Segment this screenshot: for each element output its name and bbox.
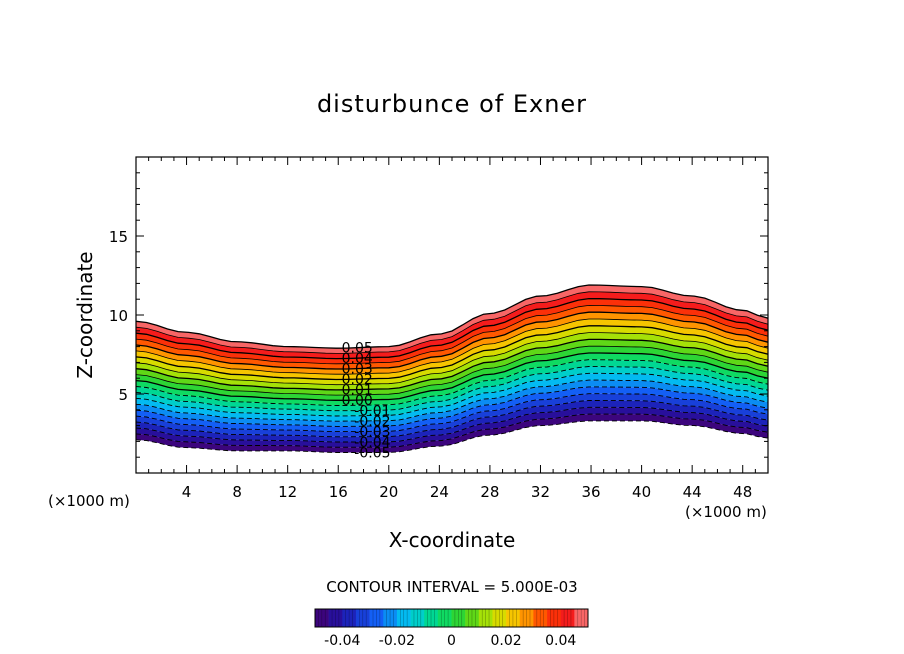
colorbar-segment bbox=[547, 609, 561, 627]
contour-label: 0.01 bbox=[342, 383, 373, 399]
contour-label: 0.00 bbox=[342, 393, 373, 409]
x-tick-label: 40 bbox=[632, 483, 651, 501]
colorbar-segment bbox=[560, 609, 575, 627]
contour-line bbox=[136, 406, 768, 443]
contour-line bbox=[136, 352, 768, 401]
colorbar-segment bbox=[328, 609, 343, 627]
contour-label: -0.03 bbox=[354, 424, 390, 440]
contour-line bbox=[136, 311, 768, 370]
colorbar-frame bbox=[314, 608, 589, 628]
contour-line bbox=[136, 393, 768, 433]
contour-label: -0.04 bbox=[354, 435, 390, 451]
contour-label: 0.04 bbox=[342, 351, 373, 367]
contour-label: 0.03 bbox=[342, 362, 373, 378]
colorbar-tick-labels: -0.04 -0.02 0 0.02 0.04 bbox=[324, 633, 576, 649]
colorbar-segment bbox=[465, 609, 480, 627]
contour-label: -0.01 bbox=[354, 403, 390, 419]
contour-line bbox=[136, 386, 768, 427]
x-tick-label: 36 bbox=[581, 483, 600, 501]
x-tick-label: 44 bbox=[683, 483, 702, 501]
chart-title: disturbunce of Exner bbox=[317, 90, 587, 118]
contour-line bbox=[136, 297, 768, 360]
x-tick-label: 24 bbox=[430, 483, 449, 501]
colorbar-segment bbox=[396, 609, 411, 627]
colorbar-tick-label: 0.02 bbox=[491, 633, 522, 649]
colorbar-segment bbox=[478, 609, 493, 627]
x-tick-label: 16 bbox=[329, 483, 348, 501]
contour-line bbox=[136, 366, 768, 412]
colorbar-segment bbox=[369, 609, 384, 627]
colorbar-segment bbox=[424, 609, 439, 627]
x-tick-label: 48 bbox=[733, 483, 752, 501]
contour-line bbox=[136, 318, 768, 375]
contour-line bbox=[136, 304, 768, 365]
contour-line bbox=[136, 372, 768, 417]
colorbar-segment bbox=[355, 609, 370, 627]
colorbar-segment bbox=[574, 609, 589, 627]
contour-lines bbox=[136, 284, 768, 453]
contour-line bbox=[136, 413, 768, 448]
x-tick-label: 8 bbox=[232, 483, 242, 501]
contour-line bbox=[136, 359, 768, 406]
contour-label: 0.02 bbox=[342, 372, 373, 388]
x-tick-label: 20 bbox=[379, 483, 398, 501]
contour-line bbox=[136, 325, 768, 381]
x-axis-label: X-coordinate bbox=[389, 528, 516, 552]
colorbar-segment bbox=[506, 609, 521, 627]
contour-line bbox=[136, 379, 768, 422]
colorbar-segment bbox=[437, 609, 452, 627]
colorbar-segment bbox=[519, 609, 534, 627]
colorbar-segment bbox=[410, 609, 425, 627]
colorbar-segment bbox=[533, 609, 548, 627]
x-unit-left: (×1000 m) bbox=[48, 492, 130, 510]
contour-line bbox=[136, 284, 768, 349]
colorbar-tick-label: 0 bbox=[447, 633, 456, 649]
y-axis-label: Z-coordinate bbox=[73, 251, 97, 378]
colorbar-tick-label: -0.02 bbox=[379, 633, 415, 649]
x-tick-label: 32 bbox=[531, 483, 550, 501]
colorbar-segment bbox=[451, 609, 466, 627]
colorbar-segment bbox=[383, 609, 398, 627]
colorbar bbox=[314, 608, 589, 628]
x-tick-labels: 4 8 12 16 20 24 28 32 36 40 44 48 bbox=[182, 483, 752, 501]
x-tick-label: 28 bbox=[480, 483, 499, 501]
colorbar-segment bbox=[315, 609, 329, 627]
contour-line bbox=[136, 332, 768, 386]
contour-line bbox=[136, 291, 768, 354]
y-tick-labels: 5 10 15 bbox=[109, 228, 128, 404]
contour-line bbox=[136, 420, 768, 453]
contour-label: -0.02 bbox=[354, 414, 390, 430]
contour-interval-label: CONTOUR INTERVAL = 5.000E-03 bbox=[326, 578, 577, 596]
contour-line bbox=[136, 400, 768, 438]
contour-line bbox=[136, 338, 768, 391]
x-tick-label: 4 bbox=[182, 483, 192, 501]
x-unit-right: (×1000 m) bbox=[685, 503, 767, 521]
colorbar-tick-label: 0.04 bbox=[545, 633, 576, 649]
contour-labels: 0.050.040.030.020.010.00-0.01-0.02-0.03-… bbox=[342, 341, 391, 462]
x-tick-label: 12 bbox=[278, 483, 297, 501]
y-tick-label: 15 bbox=[109, 228, 128, 246]
colorbar-tick-label: -0.04 bbox=[324, 633, 360, 649]
contour-label: -0.05 bbox=[354, 446, 390, 462]
y-tick-label: 10 bbox=[109, 307, 128, 325]
contour-label: 0.05 bbox=[342, 341, 373, 357]
y-tick-label: 5 bbox=[118, 386, 128, 404]
axis-ticks bbox=[135, 156, 769, 474]
contour-line bbox=[136, 345, 768, 396]
colorbar-segment bbox=[492, 609, 507, 627]
colorbar-segment bbox=[342, 609, 357, 627]
